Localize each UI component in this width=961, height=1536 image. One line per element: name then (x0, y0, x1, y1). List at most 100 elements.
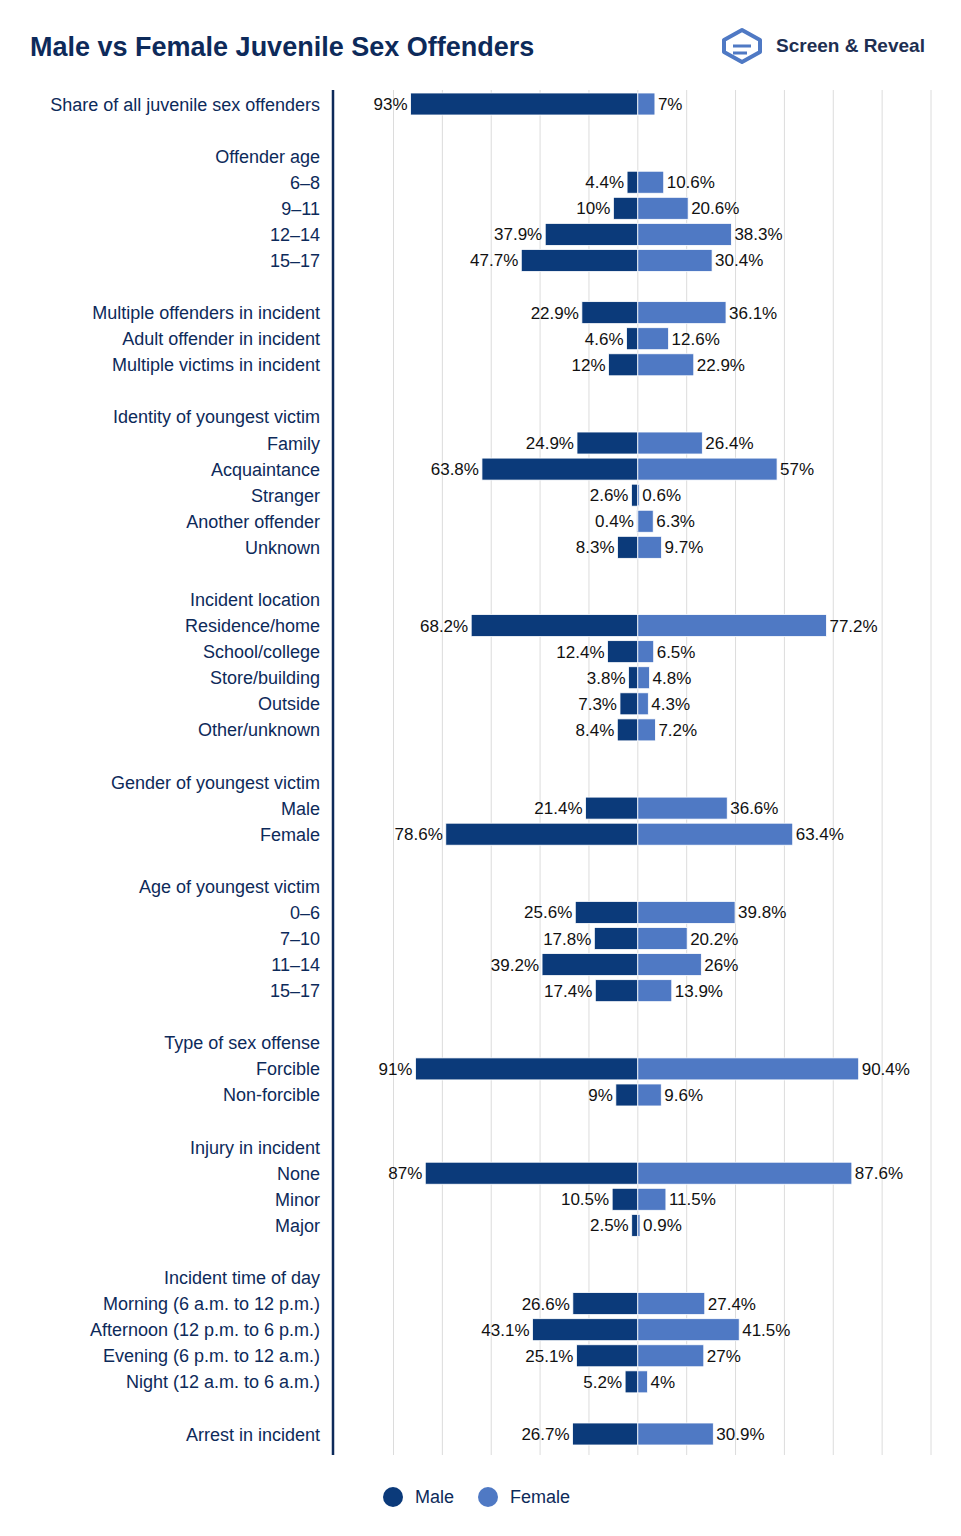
bar (638, 1293, 705, 1315)
bar (620, 693, 638, 715)
bar (608, 641, 638, 663)
bar (638, 615, 827, 637)
data-label: 39.2% (491, 956, 539, 975)
data-label: 78.6% (395, 825, 443, 844)
category-label: 9–11 (281, 199, 320, 219)
data-label: 30.4% (715, 251, 763, 270)
data-label: 39.8% (738, 903, 786, 922)
bar (638, 693, 649, 715)
data-label: 26.6% (522, 1295, 570, 1314)
bar (582, 302, 638, 324)
grid-line (637, 90, 638, 1455)
grid-line (588, 90, 589, 1455)
bar (632, 1214, 638, 1236)
bar (638, 432, 703, 454)
data-label: 7% (658, 95, 683, 114)
bar (638, 1162, 852, 1184)
bar (613, 197, 637, 219)
bar (638, 458, 777, 480)
data-label: 13.9% (675, 982, 723, 1001)
data-label: 38.3% (734, 225, 782, 244)
data-label: 68.2% (420, 617, 468, 636)
data-label: 12% (571, 356, 605, 375)
data-label: 6.3% (656, 512, 695, 531)
bar (638, 1319, 739, 1341)
category-label: Family (267, 434, 320, 454)
category-label: Injury in incident (190, 1138, 320, 1158)
range-line (394, 1455, 932, 1456)
bar (594, 928, 637, 950)
bar (638, 510, 653, 532)
bar (638, 536, 662, 558)
category-label: Female (260, 825, 320, 845)
grid-line (393, 90, 394, 1455)
data-label: 11.5% (669, 1190, 716, 1209)
category-label: Adult offender in incident (122, 329, 320, 349)
bar (638, 719, 656, 741)
bar (638, 93, 655, 115)
chart: Male vs Female Juvenile Sex OffendersScr… (0, 0, 961, 1536)
bar (577, 432, 638, 454)
data-label: 3.8% (587, 669, 626, 688)
grid-line (540, 90, 541, 1455)
category-label: Afternoon (12 p.m. to 6 p.m.) (90, 1320, 320, 1340)
data-label: 41.5% (742, 1321, 790, 1340)
data-label: 12.4% (556, 643, 604, 662)
category-label: Night (12 a.m. to 6 a.m.) (126, 1372, 320, 1392)
bar (631, 484, 637, 506)
bar (638, 928, 687, 950)
data-label: 25.1% (525, 1347, 573, 1366)
category-label: Stranger (251, 486, 320, 506)
bar (638, 1371, 648, 1393)
category-label: Evening (6 p.m. to 12 a.m.) (103, 1346, 320, 1366)
bar (638, 484, 639, 506)
bar (638, 667, 650, 689)
category-label: Type of sex offense (164, 1033, 320, 1053)
category-label: Gender of youngest victim (111, 773, 320, 793)
data-label: 27.4% (708, 1295, 756, 1314)
data-label: 17.4% (544, 982, 592, 1001)
data-label: 43.1% (481, 1321, 529, 1340)
data-label: 8.4% (576, 721, 615, 740)
data-label: 93% (374, 95, 408, 114)
bar (638, 302, 726, 324)
bar (595, 980, 638, 1002)
bar (638, 641, 654, 663)
bar (627, 328, 638, 350)
data-label: 9% (588, 1086, 613, 1105)
data-label: 2.6% (590, 486, 629, 505)
data-label: 22.9% (697, 356, 745, 375)
data-label: 17.8% (543, 930, 591, 949)
bar (545, 223, 638, 245)
data-label: 25.6% (524, 903, 572, 922)
data-label: 57% (780, 460, 814, 479)
category-label: Identity of youngest victim (113, 407, 320, 427)
data-label: 20.6% (691, 199, 739, 218)
data-label: 26% (704, 956, 738, 975)
data-label: 0.9% (643, 1216, 682, 1235)
bar (638, 1214, 640, 1236)
data-label: 36.6% (730, 799, 778, 818)
data-label: 9.7% (665, 538, 704, 557)
data-label: 4.3% (651, 695, 690, 714)
data-label: 10.6% (667, 173, 715, 192)
bar (638, 980, 672, 1002)
category-label: Acquaintance (211, 460, 320, 480)
legend-swatch (383, 1487, 403, 1507)
bar (627, 171, 638, 193)
data-label: 20.2% (690, 930, 738, 949)
data-label: 26.7% (521, 1425, 569, 1444)
category-axis (332, 90, 335, 1455)
bar (542, 954, 638, 976)
category-label: Male (281, 799, 320, 819)
data-label: 7.2% (658, 721, 697, 740)
data-label: 0.6% (642, 486, 681, 505)
category-label: Minor (275, 1190, 320, 1210)
data-label: 8.3% (576, 538, 615, 557)
category-label: Morning (6 a.m. to 12 p.m.) (103, 1294, 320, 1314)
category-label: Incident time of day (164, 1268, 320, 1288)
category-label: Other/unknown (198, 720, 320, 740)
bar (521, 249, 638, 271)
bar (411, 93, 638, 115)
category-label: School/college (203, 642, 320, 662)
